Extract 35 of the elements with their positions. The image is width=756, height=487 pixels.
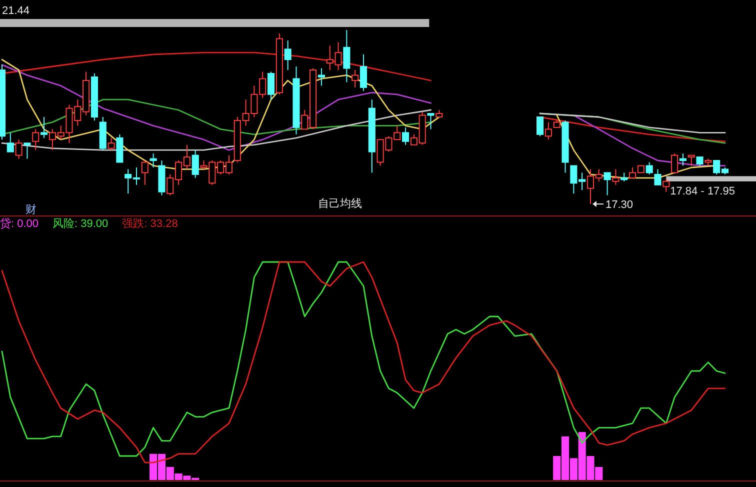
- candlestick: [662, 179, 670, 192]
- candlestick: [40, 116, 48, 138]
- annotation: 财: [26, 203, 36, 216]
- candlestick: [343, 30, 350, 83]
- candlestick: [604, 172, 611, 196]
- candlestick: [402, 126, 410, 146]
- candlestick: [688, 154, 695, 166]
- candlestick: [141, 160, 148, 186]
- text: 21.44: [2, 5, 30, 17]
- candlestick: [612, 168, 620, 186]
- candlestick: [536, 116, 544, 137]
- candlestick: [679, 153, 686, 166]
- candlestick: [150, 153, 157, 168]
- candlestick: [544, 122, 552, 140]
- candlestick: [646, 162, 653, 175]
- candlestick: [352, 70, 359, 88]
- candlestick: [108, 137, 115, 151]
- candlestick: [32, 128, 40, 151]
- candlestick: [360, 54, 368, 92]
- candlestick: [284, 40, 292, 71]
- candlestick: [318, 68, 325, 86]
- text: 贷: 0.00: [0, 217, 39, 230]
- candlestick: [192, 150, 199, 178]
- text: 强跌: 33.28: [122, 218, 178, 230]
- band-label: 17.84 - 17.95: [670, 185, 735, 198]
- candlestick: [15, 139, 22, 160]
- candlestick: [427, 113, 434, 130]
- text: 风险: 39.00: [52, 218, 108, 230]
- annotation: 17.30: [605, 199, 634, 211]
- candlestick: [24, 142, 31, 160]
- candlestick: [654, 168, 662, 186]
- candlestick: [6, 132, 14, 152]
- candlestick: [671, 153, 678, 174]
- candlestick: [267, 71, 275, 100]
- annotation: 自己均线: [318, 197, 362, 210]
